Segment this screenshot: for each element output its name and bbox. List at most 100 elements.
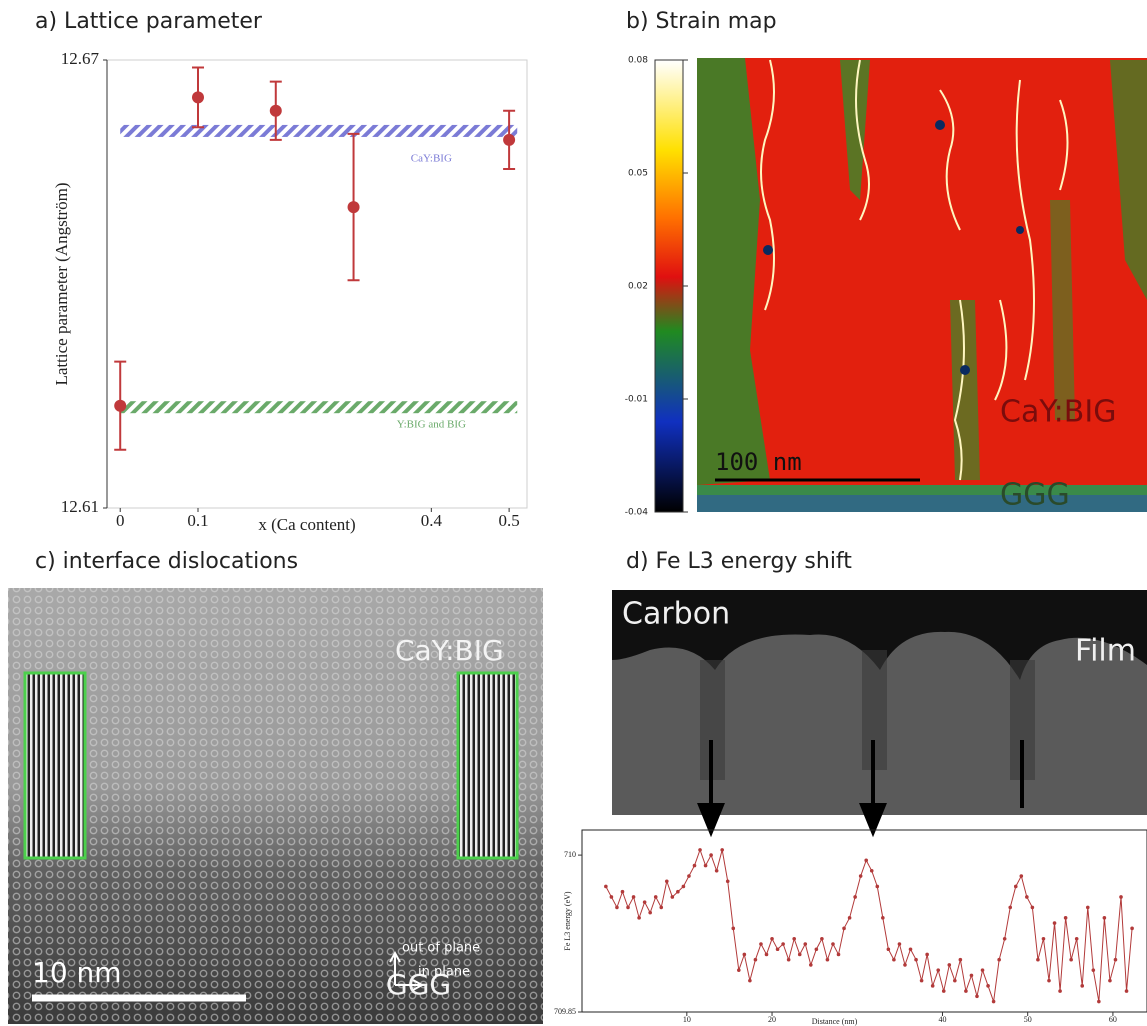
- y-tick-label: 12.61: [61, 497, 99, 516]
- point: [1019, 874, 1024, 878]
- point: [864, 858, 869, 863]
- band-label: CaY:BIG: [411, 152, 452, 164]
- tem-image: CaY:BIG GGG 10 nm out of plane in plane: [8, 588, 543, 1024]
- chart-title: a) Lattice parameter: [35, 9, 263, 34]
- arrows: [697, 740, 1024, 838]
- point: [1002, 936, 1007, 941]
- point: [897, 942, 902, 946]
- strain-image: 100 nm CaY:BIG GGG: [697, 58, 1147, 513]
- x-tick-label: 0.5: [498, 511, 519, 530]
- point: [814, 947, 819, 952]
- point: [941, 989, 946, 993]
- point: [792, 936, 796, 941]
- point: [969, 973, 974, 978]
- point: [1108, 978, 1112, 983]
- point: [615, 905, 619, 910]
- point: [737, 968, 741, 972]
- point: [609, 895, 614, 899]
- region-label: Film: [1075, 634, 1136, 669]
- y-tick-label: 709.85: [554, 1007, 576, 1016]
- panel-title: b) Strain map: [626, 9, 777, 34]
- x-tick-label: 0: [116, 511, 125, 530]
- axis-label: in plane: [418, 965, 470, 980]
- point: [269, 104, 282, 117]
- point: [770, 936, 774, 941]
- axis-label: out of plane: [402, 941, 480, 956]
- point: [676, 889, 680, 894]
- point: [991, 999, 996, 1004]
- point: [1008, 905, 1013, 910]
- point: [670, 895, 675, 899]
- point: [820, 936, 824, 941]
- scale-bar-label: 100 nm: [715, 448, 802, 476]
- region-label: GGG: [1000, 478, 1070, 513]
- point: [803, 942, 808, 946]
- point: [997, 957, 1001, 962]
- point: [825, 957, 830, 962]
- point: [797, 952, 802, 957]
- point: [714, 868, 719, 873]
- point: [753, 957, 758, 962]
- x-tick-label: 50: [1024, 1015, 1032, 1024]
- point: [759, 942, 763, 946]
- point: [1130, 926, 1134, 931]
- panel-title: c) interface dislocations: [35, 549, 298, 574]
- point: [1058, 989, 1062, 993]
- point: [975, 994, 979, 999]
- plot-frame: [581, 829, 1147, 1013]
- point: [742, 952, 747, 957]
- colorbar-tick-label: -0.04: [625, 508, 649, 518]
- point: [958, 957, 963, 962]
- reference-band: [120, 401, 518, 414]
- scale-bar-label: 10 nm: [32, 956, 122, 989]
- point: [1102, 916, 1107, 920]
- point: [1013, 884, 1018, 889]
- point: [604, 884, 608, 889]
- point: [653, 895, 658, 899]
- point: [1080, 984, 1085, 988]
- point: [725, 879, 730, 884]
- point: [1113, 957, 1118, 962]
- point: [1041, 936, 1046, 941]
- point: [1085, 905, 1090, 910]
- point: [642, 900, 647, 904]
- point: [703, 863, 708, 868]
- point: [631, 895, 636, 899]
- point: [1097, 999, 1101, 1004]
- point: [1069, 957, 1073, 962]
- y-tick-label: 710: [564, 850, 576, 859]
- point: [698, 848, 702, 852]
- point: [886, 947, 891, 952]
- point: [925, 952, 929, 957]
- point: [930, 984, 935, 988]
- point: [869, 868, 874, 873]
- point: [903, 963, 907, 967]
- point: [731, 926, 736, 931]
- point: [781, 942, 785, 946]
- colorbar-tick-label: 0.02: [628, 282, 648, 292]
- point: [692, 863, 697, 868]
- point: [853, 895, 857, 899]
- point: [659, 905, 664, 910]
- reference-band: [120, 124, 518, 137]
- point: [664, 879, 669, 884]
- x-axis-label: Distance (nm): [812, 1017, 858, 1026]
- point: [192, 91, 204, 104]
- point: [947, 963, 952, 967]
- point: [1025, 895, 1029, 899]
- point: [1119, 895, 1123, 899]
- point: [914, 957, 918, 962]
- x-tick-label: 0.1: [187, 511, 208, 530]
- point: [786, 957, 791, 962]
- point: [709, 853, 713, 857]
- y-axis-label: Fe L3 energy (eV): [563, 891, 572, 951]
- region-label: CaY:BIG: [1000, 395, 1116, 430]
- point: [1091, 968, 1096, 972]
- colorbar-tick-label: 0.05: [628, 169, 648, 179]
- point: [964, 989, 968, 993]
- y-tick-label: 12.67: [61, 49, 100, 68]
- point: [986, 984, 990, 988]
- point: [847, 916, 852, 920]
